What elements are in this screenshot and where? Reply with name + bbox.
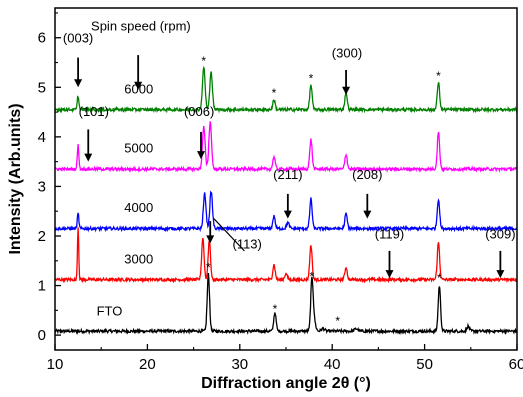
peak-label: (003) <box>63 31 93 46</box>
peak-label: (211) <box>273 167 302 182</box>
arrow-head <box>385 270 394 279</box>
peak-star: * <box>436 69 441 83</box>
series-curves: FTO 3000 4000 5000 6000 <box>54 65 518 336</box>
y-tick-label: 4 <box>38 129 46 146</box>
peak-star: * <box>273 302 278 316</box>
x-axis-ticks: 10 20 30 40 50 60 <box>47 344 523 373</box>
peak-label: (006) <box>184 104 214 119</box>
y-tick-label: 5 <box>38 79 46 96</box>
legend-title: Spin speed (rpm) <box>91 18 191 33</box>
peak-star: * <box>206 261 211 275</box>
x-tick-label: 30 <box>231 356 248 373</box>
arrow-head <box>283 210 292 219</box>
peak-star: * <box>335 314 340 328</box>
arrow-head <box>206 235 215 244</box>
peak-label: (208) <box>352 167 382 182</box>
series-label: FTO <box>97 303 123 318</box>
chart-marks: (003) (101) (006) (211) (208) (300) (113) (119)… <box>63 31 516 329</box>
arrow-head <box>74 79 83 88</box>
x-tick-label: 40 <box>324 356 341 373</box>
peak-star: * <box>272 86 277 100</box>
y-axis-ticks: 0 1 2 3 4 5 6 <box>38 12 61 344</box>
x-tick-label: 60 <box>509 356 523 373</box>
arrow-head <box>196 151 205 160</box>
y-tick-label: 1 <box>38 278 46 295</box>
peak-star: * <box>437 271 442 285</box>
peak-label: (119) <box>375 226 404 241</box>
arrow-head <box>342 86 351 95</box>
y-tick-label: 0 <box>38 327 46 344</box>
y-tick-label: 6 <box>38 30 46 47</box>
peak-star: * <box>310 270 315 284</box>
series-line-5000 <box>54 121 518 173</box>
peak-label: (113) <box>232 236 261 251</box>
y-axis-label: Intensity (Arb.units) <box>7 103 24 254</box>
x-tick-label: 50 <box>416 356 433 373</box>
x-tick-label: 10 <box>47 356 64 373</box>
arrow-head <box>363 210 372 219</box>
x-axis-label: Diffraction angle 2θ (°) <box>201 375 371 392</box>
y-tick-label: 2 <box>38 228 46 245</box>
series-line-3000 <box>54 227 518 284</box>
peak-label: (309) <box>485 226 515 241</box>
arrow-head <box>496 270 505 279</box>
series-label: 4000 <box>124 200 153 215</box>
series-label: 3000 <box>124 251 153 266</box>
arrow-head <box>84 153 93 162</box>
y-tick-label: 3 <box>38 178 46 195</box>
series-line-FTO <box>54 272 518 336</box>
peak-star: * <box>309 71 314 85</box>
peak-star: * <box>201 54 206 68</box>
leader-line <box>213 218 245 252</box>
series-label: 6000 <box>124 81 153 96</box>
peak-label: (300) <box>332 46 362 61</box>
series-label: 5000 <box>124 141 153 156</box>
arrow-head <box>134 81 143 90</box>
series-line-6000 <box>54 65 518 114</box>
series-line-4000 <box>54 190 518 233</box>
peak-label: (101) <box>79 104 109 119</box>
x-tick-label: 20 <box>139 356 156 373</box>
